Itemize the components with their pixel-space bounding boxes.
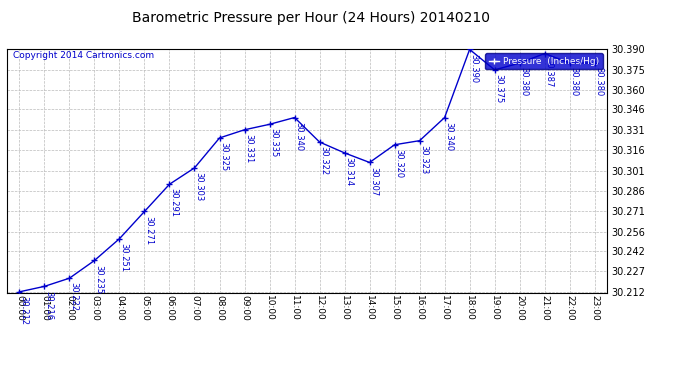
Pressure  (Inches/Hg) (515, 61, 524, 65)
Text: 30.380: 30.380 (569, 67, 578, 96)
Pressure  (Inches/Hg) (315, 140, 324, 144)
Text: 30.320: 30.320 (394, 149, 403, 178)
Legend: Pressure  (Inches/Hg): Pressure (Inches/Hg) (485, 53, 602, 69)
Text: 30.291: 30.291 (169, 188, 178, 218)
Pressure  (Inches/Hg) (540, 51, 549, 56)
Line: Pressure  (Inches/Hg): Pressure (Inches/Hg) (16, 46, 598, 295)
Text: 30.323: 30.323 (420, 145, 428, 174)
Pressure  (Inches/Hg) (391, 142, 399, 147)
Pressure  (Inches/Hg) (166, 182, 174, 186)
Text: 30.307: 30.307 (369, 166, 378, 196)
Pressure  (Inches/Hg) (40, 284, 48, 289)
Text: 30.390: 30.390 (469, 54, 478, 83)
Pressure  (Inches/Hg) (566, 61, 574, 65)
Text: Barometric Pressure per Hour (24 Hours) 20140210: Barometric Pressure per Hour (24 Hours) … (132, 11, 489, 25)
Pressure  (Inches/Hg) (90, 258, 99, 263)
Text: 30.387: 30.387 (544, 58, 553, 87)
Text: 30.212: 30.212 (19, 296, 28, 325)
Text: 30.380: 30.380 (594, 67, 603, 96)
Text: 30.340: 30.340 (444, 122, 453, 151)
Pressure  (Inches/Hg) (440, 115, 449, 120)
Text: 30.222: 30.222 (69, 282, 78, 311)
Pressure  (Inches/Hg) (466, 47, 474, 52)
Pressure  (Inches/Hg) (115, 237, 124, 241)
Pressure  (Inches/Hg) (491, 68, 499, 72)
Text: 30.303: 30.303 (194, 172, 203, 201)
Pressure  (Inches/Hg) (15, 290, 23, 294)
Text: 30.251: 30.251 (119, 243, 128, 272)
Text: 30.331: 30.331 (244, 134, 253, 163)
Pressure  (Inches/Hg) (66, 276, 74, 280)
Text: 30.322: 30.322 (319, 146, 328, 176)
Text: 30.314: 30.314 (344, 157, 353, 186)
Text: 30.340: 30.340 (294, 122, 303, 151)
Pressure  (Inches/Hg) (290, 115, 299, 120)
Text: 30.216: 30.216 (44, 291, 53, 320)
Text: 30.325: 30.325 (219, 142, 228, 171)
Text: 30.375: 30.375 (494, 74, 503, 103)
Text: 30.235: 30.235 (94, 265, 103, 294)
Text: 30.271: 30.271 (144, 216, 153, 245)
Pressure  (Inches/Hg) (340, 151, 348, 155)
Pressure  (Inches/Hg) (215, 136, 224, 140)
Pressure  (Inches/Hg) (415, 138, 424, 143)
Pressure  (Inches/Hg) (266, 122, 274, 127)
Text: 30.335: 30.335 (269, 129, 278, 158)
Text: Copyright 2014 Cartronics.com: Copyright 2014 Cartronics.com (13, 51, 154, 60)
Text: 30.380: 30.380 (520, 67, 529, 96)
Pressure  (Inches/Hg) (190, 166, 199, 170)
Pressure  (Inches/Hg) (366, 160, 374, 165)
Pressure  (Inches/Hg) (140, 209, 148, 214)
Pressure  (Inches/Hg) (591, 61, 599, 65)
Pressure  (Inches/Hg) (240, 128, 248, 132)
